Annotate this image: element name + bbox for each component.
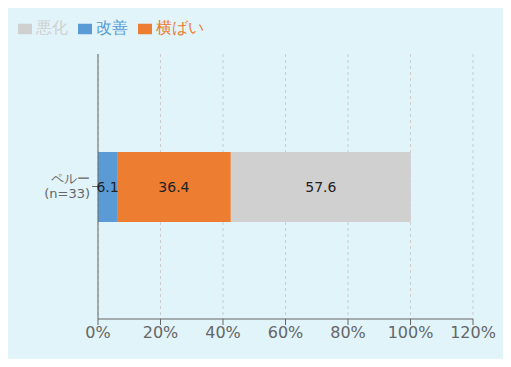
svg-text:40%: 40% [205,323,241,342]
html-text:悪化: 悪化 [36,18,68,37]
svg-text:80%: 80% [330,323,366,342]
svg-text:100%: 100% [388,323,434,342]
html-text:改善: 改善 [96,18,128,37]
html-text:横ばい: 横ばい [156,18,204,37]
svg-text:60%: 60% [268,323,304,342]
svg-text:6.1: 6.1 [96,179,118,195]
svg-text:20%: 20% [143,323,179,342]
svg-text:0%: 0% [85,323,110,342]
svg-text:120%: 120% [450,323,496,342]
svg-text:ペルー(n=33): ペルー(n=33) [44,171,90,201]
svg-text:57.6: 57.6 [305,179,336,195]
svg-text:36.4: 36.4 [158,179,189,195]
